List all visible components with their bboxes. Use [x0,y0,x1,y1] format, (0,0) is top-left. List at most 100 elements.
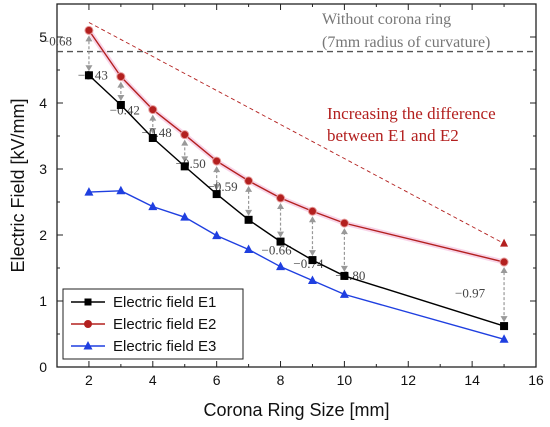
plot-frame-layer [56,3,537,368]
data-point-triangle [148,201,158,211]
difference-arrowhead-up [500,267,508,274]
difference-layer: −0.68−0.43−0.42−0.48−0.50−0.59−0.66−0.74… [42,33,508,323]
legend-marker-triangle [83,341,93,350]
difference-arrowhead-down [117,94,125,101]
series-line [88,30,505,263]
x-tick-label: 6 [213,372,221,388]
data-point-triangle [307,275,317,285]
difference-arrowhead-down [149,127,157,134]
data-point-square [340,271,349,280]
trend-annotation-line-1: Increasing the difference [327,104,496,123]
difference-arrowhead-down [181,156,189,163]
data-point-circle [244,176,254,186]
legend-item-e3: Electric field E3 [71,338,216,355]
data-point-circle [276,193,286,203]
data-point-triangle [212,230,222,240]
difference-arrowhead-up [213,166,221,173]
data-point-triangle [276,261,286,271]
legend-marker-square [84,298,92,306]
y-tick-label: 2 [39,227,47,243]
trend-annotation-line-2: between E1 and E2 [327,126,459,145]
y-tick-label: 1 [39,293,47,309]
difference-arrowhead-down [500,316,508,323]
legend-marker-circle [84,320,92,328]
trend-arrowhead [500,238,509,247]
difference-arrowhead-down [213,184,221,191]
difference-arrowhead-down [85,65,93,72]
difference-arrowhead-up [117,81,125,88]
plot-frame [56,3,537,368]
series-e2 [84,25,509,267]
data-point-circle [212,156,222,166]
data-point-square [500,322,509,331]
series-line [88,74,505,327]
x-tick-label: 2 [85,372,93,388]
reference-layer [57,22,536,247]
difference-label: −0.66 [261,242,292,257]
difference-arrowhead-down [308,250,316,257]
legend-item-e2: Electric field E2 [71,316,216,333]
x-tick-label: 12 [400,372,416,388]
legend-label: Electric field E2 [113,316,216,333]
data-point-triangle [84,187,94,196]
x-tick-label: 4 [149,372,157,388]
reference-label-line-1: Without corona ring [322,11,451,28]
x-tick-label: 16 [528,372,544,388]
data-point-square [244,215,253,224]
y-tick-label: 4 [39,95,47,111]
data-point-circle [116,72,126,82]
legend: Electric field E1 Electric field E2 Elec… [62,288,244,360]
data-point-square [212,190,221,199]
difference-arrowhead-down [277,231,285,238]
data-point-square [308,256,317,265]
difference-label: −0.68 [42,33,72,48]
difference-label: −0.97 [455,286,486,301]
y-tick-label: 0 [39,359,47,375]
series-glow [86,28,505,265]
series-layer [84,25,509,343]
series-e3 [84,185,509,343]
data-point-triangle [116,185,126,195]
difference-arrowhead-down [245,209,253,216]
data-point-triangle [339,289,349,298]
legend-label: Electric field E3 [113,338,216,355]
x-tick-label: 8 [277,372,285,388]
legend-label: Electric field E1 [113,294,216,311]
y-axis-title: Electric Field [kV/mm] [8,98,28,272]
difference-arrowhead-up [277,203,285,210]
difference-label: −0.59 [208,179,238,194]
data-point-circle [84,25,94,35]
difference-arrowhead-up [308,216,316,223]
data-point-circle [180,130,190,140]
difference-arrowhead-up [85,35,93,42]
x-tick-label: 14 [464,372,480,388]
difference-arrowhead-up [181,139,189,146]
data-point-square [84,71,93,80]
data-point-triangle [180,212,190,221]
series-line [88,190,505,340]
data-point-square [276,237,285,246]
data-point-triangle [499,334,509,343]
difference-label: −0.50 [176,156,206,171]
data-point-square [180,162,189,171]
trend-arrow-line [88,22,505,244]
data-point-square [116,100,125,109]
difference-arrowhead-down [340,265,348,272]
y-tick-label: 3 [39,161,47,177]
data-point-circle [307,206,317,216]
y-tick-label: 5 [39,29,47,45]
data-point-triangle [244,244,254,254]
difference-arrowhead-up [340,228,348,235]
series-e1 [84,71,509,331]
x-tick-label: 10 [337,372,353,388]
data-point-circle [148,105,158,115]
data-point-circle [499,257,509,267]
legend-item-e1: Electric field E1 [71,294,216,311]
x-axis-title: Corona Ring Size [mm] [203,400,389,420]
difference-arrowhead-up [245,185,253,192]
data-point-square [148,133,157,142]
reference-label-line-2: (7mm radius of curvature) [322,34,490,51]
